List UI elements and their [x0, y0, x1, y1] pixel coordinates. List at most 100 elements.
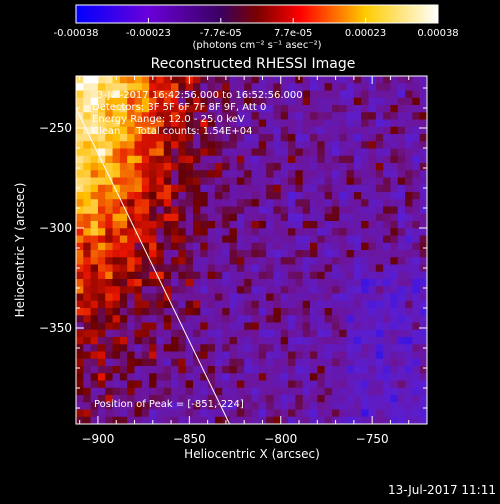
heatmap-cell [163, 286, 172, 294]
heatmap-cell [156, 308, 165, 316]
heatmap-cell [405, 337, 413, 345]
heatmap-cell [97, 279, 106, 287]
heatmap-cell [141, 76, 150, 84]
heatmap-cell [390, 119, 399, 128]
heatmap-cell [412, 395, 421, 403]
heatmap-cell [375, 155, 384, 164]
heatmap-cell [141, 90, 150, 99]
heatmap-cell [317, 213, 326, 222]
heatmap-cell [127, 395, 135, 403]
heatmap-cell [280, 366, 289, 374]
heatmap-cell [185, 192, 194, 200]
heatmap-cell [207, 141, 216, 149]
heatmap-cell [127, 126, 135, 135]
heatmap-cell [295, 192, 304, 200]
heatmap-cell [83, 192, 92, 200]
heatmap-cell [266, 177, 274, 186]
heatmap-cell [317, 271, 326, 280]
heatmap-cell [375, 416, 384, 424]
heatmap-cell [266, 387, 274, 396]
heatmap-cell [105, 329, 114, 338]
heatmap-cell [383, 105, 391, 113]
heatmap-cell [83, 344, 92, 352]
heatmap-cell [141, 155, 150, 164]
heatmap-cell [361, 112, 369, 120]
heatmap-cell [193, 366, 201, 374]
heatmap-cell [156, 416, 165, 424]
heatmap-cell [185, 264, 194, 273]
heatmap-cell [339, 163, 348, 171]
heatmap-cell [156, 279, 165, 287]
heatmap-cell [280, 242, 289, 251]
heatmap-cell [397, 300, 406, 309]
heatmap-cell [90, 315, 99, 323]
heatmap-cell [375, 206, 384, 215]
heatmap-cell [156, 105, 165, 113]
heatmap-cell [112, 184, 121, 193]
heatmap-cell [375, 358, 384, 367]
heatmap-cell [317, 409, 326, 418]
heatmap-cell [200, 271, 209, 280]
heatmap-cell [200, 213, 209, 222]
heatmap-cell [214, 395, 223, 403]
heatmap-cell [412, 163, 421, 171]
heatmap-cell [368, 344, 377, 352]
heatmap-cell [244, 264, 252, 273]
heatmap-cell [397, 293, 406, 302]
heatmap-cell [149, 83, 157, 91]
heatmap-cell [105, 395, 114, 403]
heatmap-cell [134, 373, 143, 381]
heatmap-cell [324, 271, 333, 280]
heatmap-cell [317, 76, 326, 84]
heatmap-cell [112, 373, 121, 381]
heatmap-cell [368, 257, 377, 265]
heatmap-cell [405, 228, 413, 236]
heatmap-cell [258, 97, 267, 106]
heatmap-cell [119, 286, 128, 294]
heatmap-cell [266, 329, 274, 338]
heatmap-cell [405, 199, 413, 207]
heatmap-cell [310, 126, 318, 135]
heatmap-cell [207, 395, 216, 403]
heatmap-cell [383, 286, 391, 294]
heatmap-cell [171, 141, 179, 149]
heatmap-cell [266, 409, 274, 418]
heatmap-cell [127, 351, 135, 360]
heatmap-cell [193, 199, 201, 207]
heatmap-cell [258, 112, 267, 120]
heatmap-cell [375, 373, 384, 381]
heatmap-cell [112, 293, 121, 302]
heatmap-cell [346, 308, 355, 316]
heatmap-cell [251, 322, 260, 331]
heatmap-cell [346, 395, 355, 403]
heatmap-cell [149, 97, 157, 106]
heatmap-cell [171, 395, 179, 403]
heatmap-cell [207, 344, 216, 352]
heatmap-cell [375, 192, 384, 200]
heatmap-cell [412, 206, 421, 215]
heatmap-cell [200, 134, 209, 142]
heatmap-cell [324, 90, 333, 99]
heatmap-cell [258, 148, 267, 157]
heatmap-cell [127, 257, 135, 265]
heatmap-cell [193, 286, 201, 294]
heatmap-cell [244, 184, 252, 193]
heatmap-cell [222, 293, 231, 302]
heatmap-cell [258, 286, 267, 294]
heatmap-cell [141, 126, 150, 135]
heatmap-cell [405, 192, 413, 200]
heatmap-cell [324, 279, 333, 287]
heatmap-cell [236, 76, 245, 84]
heatmap-cell [112, 228, 121, 236]
heatmap-cell [207, 76, 216, 84]
heatmap-cell [258, 119, 267, 128]
heatmap-cell [90, 293, 99, 302]
heatmap-cell [105, 134, 114, 142]
heatmap-cell [193, 76, 201, 84]
heatmap-cell [258, 242, 267, 251]
heatmap-cell [258, 380, 267, 389]
heatmap-cell [134, 76, 143, 84]
heatmap-cell [112, 366, 121, 374]
heatmap-cell [258, 90, 267, 99]
heatmap-cell [244, 221, 252, 229]
